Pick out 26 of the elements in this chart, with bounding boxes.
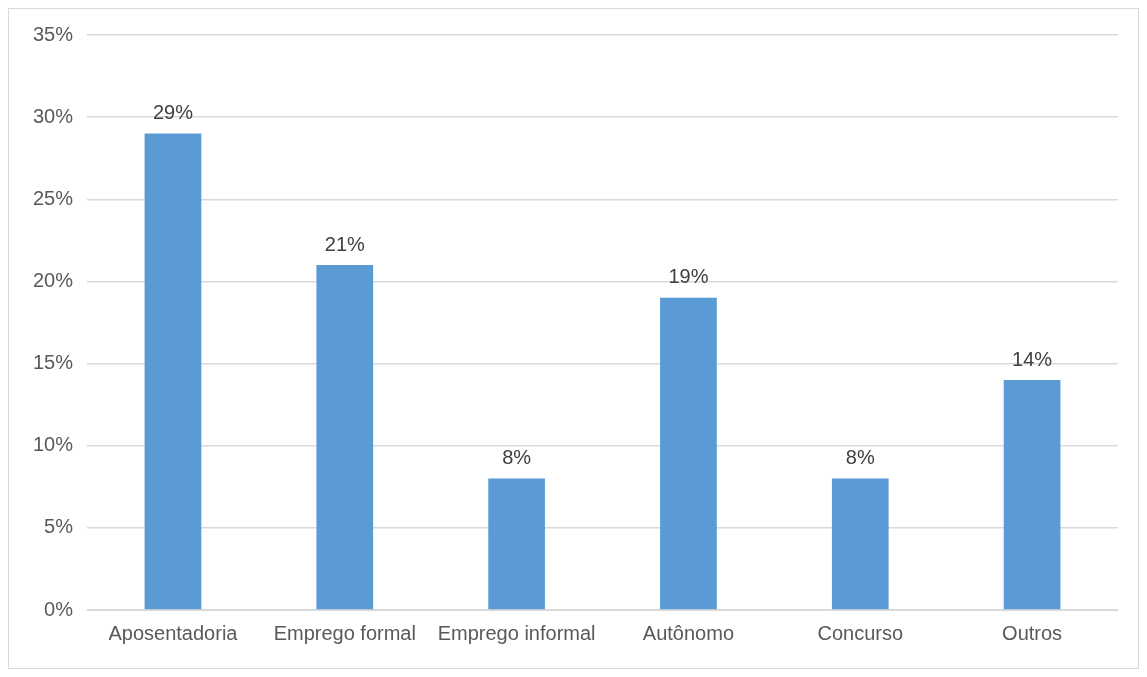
- x-tick-label: Emprego informal: [437, 621, 596, 644]
- x-tick-label: Autônomo: [642, 621, 735, 644]
- y-tick-label: 20%: [33, 268, 74, 291]
- data-label: 21%: [324, 232, 365, 255]
- y-tick-label: 30%: [33, 104, 74, 127]
- y-tick-label: 5%: [44, 515, 74, 538]
- data-label: 29%: [152, 101, 194, 124]
- y-tick-label: 25%: [33, 186, 74, 209]
- data-label: 8%: [845, 446, 875, 469]
- y-tick-label: 35%: [33, 22, 74, 45]
- x-tick-label: Aposentadoria: [108, 621, 239, 644]
- x-tick-label: Outros: [1002, 621, 1063, 644]
- x-tick-label: Concurso: [817, 621, 904, 644]
- bar: [316, 265, 374, 610]
- bar: [831, 478, 889, 610]
- y-tick-label: 10%: [33, 433, 74, 456]
- bar: [144, 133, 202, 610]
- data-label: 19%: [668, 265, 709, 288]
- y-tick-label: 0%: [44, 597, 74, 620]
- bar: [660, 297, 717, 610]
- x-tick-label: Emprego formal: [273, 621, 416, 644]
- data-label: 14%: [1012, 347, 1053, 370]
- bar: [488, 478, 545, 610]
- data-label: 8%: [502, 446, 532, 469]
- y-tick-label: 15%: [33, 351, 74, 374]
- bar: [1003, 380, 1061, 610]
